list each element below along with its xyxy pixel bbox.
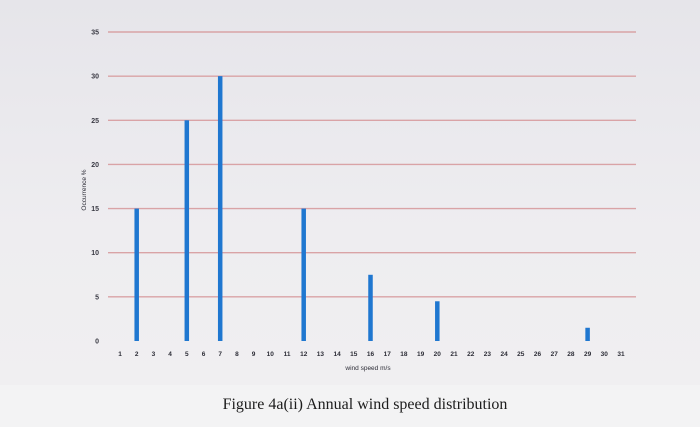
caption-background: [0, 385, 700, 427]
x-tick-label: 18: [400, 351, 408, 358]
y-tick-label: 35: [91, 30, 99, 37]
bar-20: [435, 301, 440, 341]
y-axis-label: Occurrence %: [81, 169, 88, 210]
x-tick-label: 27: [551, 351, 559, 358]
x-tick-label: 9: [252, 351, 256, 358]
x-tick-label: 31: [617, 351, 625, 358]
y-tick-label: 10: [91, 250, 99, 257]
bar-29: [585, 327, 590, 341]
x-tick-label: 28: [567, 351, 575, 358]
x-tick-label: 29: [584, 351, 592, 358]
y-tick-label: 25: [91, 118, 99, 125]
x-tick-label: 10: [267, 351, 275, 358]
x-tick-label: 5: [185, 351, 189, 358]
x-tick-label: 20: [434, 351, 442, 358]
bar-2: [134, 208, 139, 341]
x-tick-label: 14: [333, 351, 341, 358]
x-tick-label: 19: [417, 351, 425, 358]
x-tick-label: 15: [350, 351, 358, 358]
y-tick-label: 0: [95, 339, 99, 346]
x-tick-label: 24: [500, 351, 508, 358]
x-tick-label: 2: [135, 351, 139, 358]
x-tick-label: 16: [367, 351, 375, 358]
x-tick-label: 25: [517, 351, 525, 358]
x-tick-label: 11: [284, 351, 291, 358]
x-tick-label: 13: [317, 351, 325, 358]
x-tick-label: 1: [118, 351, 122, 358]
y-tick-label: 30: [91, 74, 99, 81]
chart-area: 0 5 10 15 20 25 30 35 1 2 3 4 5 6 7 8 9 10 11 12 13 14 15 16 17…: [0, 0, 700, 385]
x-tick-label: 4: [168, 351, 172, 358]
x-tick-label: 7: [218, 351, 222, 358]
x-axis-label: wind speed m/s: [344, 365, 391, 372]
x-tick-label: 12: [300, 351, 308, 358]
y-tick-label: 5: [95, 294, 99, 301]
x-tick-label: 23: [484, 351, 492, 358]
bar-16: [368, 274, 373, 341]
x-tick-label: 26: [534, 351, 542, 358]
x-tick-label: 17: [384, 351, 392, 358]
x-tick-label: 22: [467, 351, 475, 358]
x-tick-label: 8: [235, 351, 239, 358]
figure-caption: Figure 4a(ii) Annual wind speed distribu…: [222, 396, 508, 413]
x-tick-label: 21: [450, 351, 458, 358]
bar-5: [184, 120, 190, 342]
y-tick-label: 15: [91, 206, 99, 213]
bar-7: [217, 76, 223, 342]
y-tick-label: 20: [91, 162, 99, 169]
bar-12: [301, 208, 306, 341]
x-tick-label: 6: [202, 351, 206, 358]
x-tick-label: 3: [152, 351, 156, 358]
x-tick-label: 30: [601, 351, 609, 358]
